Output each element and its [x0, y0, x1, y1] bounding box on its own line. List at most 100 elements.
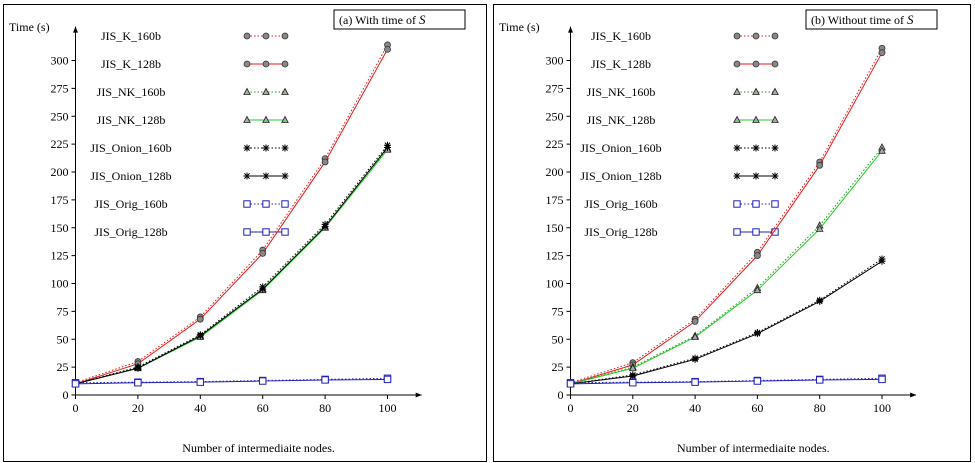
x-axis-arrow — [910, 392, 917, 398]
x-axis-label: Number of intermediaite nodes. — [182, 441, 335, 455]
legend-marker — [733, 172, 741, 180]
data-point — [691, 332, 699, 340]
legend-marker — [752, 32, 760, 40]
y-tick-label: 150 — [51, 221, 69, 235]
data-point — [878, 146, 886, 154]
data-point — [816, 376, 824, 384]
legend-marker — [733, 200, 741, 208]
data-point — [384, 143, 391, 151]
legend-marker — [281, 60, 289, 68]
chart-with-time-of-s: 0 20 40 60 80 100 0 25 50 75 100 125 150 175 200 225 250… — [9, 9, 466, 455]
x-axis-arrow — [415, 392, 422, 398]
data-point — [321, 223, 329, 231]
legend-marker — [752, 228, 760, 236]
data-point — [816, 161, 824, 169]
legend-label: JIS_K_128b — [591, 57, 651, 71]
legend-label: JIS_K_160b — [591, 29, 651, 43]
data-point — [196, 332, 204, 340]
x-tick-label: 40 — [194, 401, 206, 415]
legend-item: JIS_Onion_160b — [90, 141, 289, 155]
legend-label: JIS_K_160b — [101, 29, 161, 43]
chart-title-math: S — [907, 12, 914, 27]
series-line — [75, 148, 388, 385]
series-line — [570, 47, 883, 384]
legend-marker — [752, 87, 760, 95]
title-box — [805, 9, 938, 30]
y-tick-label: 275 — [546, 81, 564, 95]
data-point — [566, 380, 575, 388]
y-tick-label: 100 — [51, 277, 69, 291]
legend-item: JIS_Onion_128b — [90, 169, 289, 183]
data-point — [878, 257, 886, 265]
data-point — [753, 252, 761, 260]
data-point — [321, 158, 329, 166]
series-line — [570, 147, 883, 385]
data-point — [753, 330, 761, 338]
data-point — [384, 45, 391, 53]
data-point — [691, 355, 699, 363]
legend-label: JIS_K_128b — [101, 57, 161, 71]
legend-label: JIS_NK_128b — [97, 113, 166, 127]
legend-item: JIS_K_160b — [591, 29, 779, 43]
y-tick-label: 175 — [546, 193, 564, 207]
data-point — [878, 375, 886, 384]
series-line — [570, 260, 883, 385]
y-tick-label: 125 — [546, 249, 564, 263]
legend-marker — [733, 60, 741, 68]
legend-label: JIS_Orig_128b — [94, 225, 167, 239]
legend-item: JIS_Orig_160b — [94, 197, 289, 211]
data-point — [816, 297, 824, 305]
y-tick-label: 225 — [546, 137, 564, 151]
data-point — [383, 375, 392, 384]
series-jis-orig-128b — [566, 375, 886, 388]
legend-marker — [281, 87, 289, 95]
x-tick-label: 80 — [814, 401, 826, 415]
y-axis-arrow — [73, 26, 78, 33]
legend-marker — [771, 32, 779, 40]
y-tick-label: 225 — [51, 137, 69, 151]
legend-marker — [243, 200, 251, 208]
legend-marker — [262, 115, 270, 123]
legend-item: JIS_NK_160b — [97, 85, 289, 99]
legend-marker — [262, 144, 270, 152]
y-tick-label: 250 — [546, 109, 564, 123]
series-jis-nk-128b — [566, 146, 886, 387]
legend-marker — [243, 172, 251, 180]
y-tick-label: 200 — [51, 165, 69, 179]
data-point — [628, 363, 637, 372]
data-point — [71, 380, 80, 388]
data-point — [259, 249, 267, 257]
data-point — [629, 379, 637, 387]
y-tick-label: 0 — [63, 388, 69, 402]
legend-label: JIS_Orig_128b — [584, 225, 657, 239]
legend-label: JIS_Onion_160b — [90, 141, 171, 155]
chart-without-time-of-s: 0 20 40 60 80 100 0 25 50 75 100 125 150 175 200 225 250… — [499, 9, 938, 455]
x-tick-label: 60 — [257, 401, 269, 415]
y-tick-label: 50 — [552, 332, 564, 346]
series-line — [570, 377, 883, 384]
legend-item: JIS_K_128b — [101, 57, 289, 71]
legend-label: JIS_Orig_160b — [94, 197, 167, 211]
legend-label: JIS_Onion_128b — [580, 169, 661, 183]
series-jis-k-128b — [567, 49, 886, 388]
y-tick-label: 175 — [51, 193, 69, 207]
series-jis-orig-128b — [71, 375, 392, 388]
legend-item: JIS_NK_128b — [97, 113, 289, 127]
series-line — [75, 147, 388, 385]
series-jis-orig-160b — [566, 374, 886, 387]
legend-label: JIS_Onion_160b — [580, 141, 661, 155]
series-jis-onion-128b — [567, 257, 886, 388]
y-axis-label: Time (s) — [499, 20, 540, 34]
series-line — [570, 378, 883, 385]
legend-marker — [281, 144, 289, 152]
data-point — [753, 377, 762, 385]
legend-marker — [243, 60, 251, 68]
legend-marker — [752, 60, 760, 68]
legend-marker — [281, 115, 289, 123]
legend-marker — [281, 228, 289, 236]
legend-item: JIS_K_160b — [101, 29, 289, 43]
legend-label: JIS_NK_160b — [97, 85, 166, 99]
legend-marker — [771, 228, 779, 236]
series-line — [75, 144, 388, 385]
legend-label: JIS_Orig_160b — [584, 197, 657, 211]
